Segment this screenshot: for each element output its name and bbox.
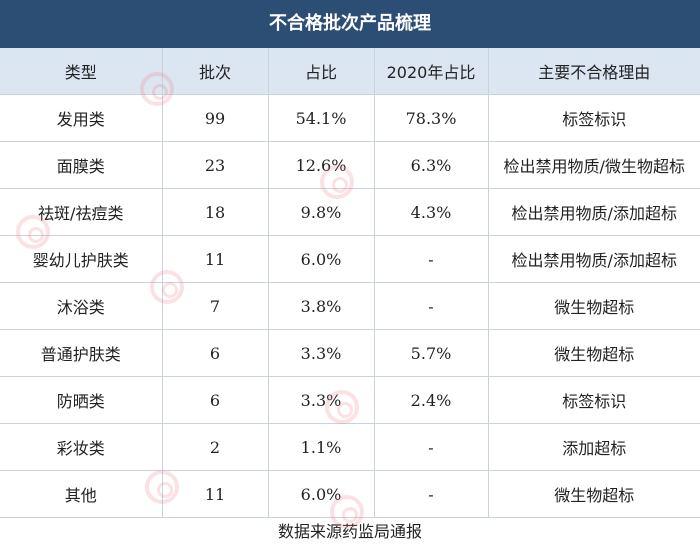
table-row: 沐浴类 7 3.8% - 微生物超标	[0, 282, 700, 330]
header-share-2020: 2020年占比	[373, 48, 488, 95]
header-batches: 批次	[161, 48, 268, 95]
cell-share-2020: 5.7%	[373, 329, 488, 377]
cell-type: 面膜类	[0, 141, 162, 189]
cell-batches: 99	[161, 94, 268, 142]
cell-share-2020: 4.3%	[373, 188, 488, 236]
cell-batches: 2	[161, 423, 268, 471]
cell-batches: 7	[161, 282, 268, 330]
table-row: 其他 11 6.0% - 微生物超标	[0, 470, 700, 518]
cell-batches: 6	[161, 376, 268, 424]
cell-type: 发用类	[0, 94, 162, 142]
cell-share: 3.3%	[267, 376, 374, 424]
cell-type: 防晒类	[0, 376, 162, 424]
cell-share: 1.1%	[267, 423, 374, 471]
table-row: 普通护肤类 6 3.3% 5.7% 微生物超标	[0, 329, 700, 377]
cell-batches: 11	[161, 470, 268, 518]
cell-share-2020: 6.3%	[373, 141, 488, 189]
cell-reason: 检出禁用物质/添加超标	[487, 235, 700, 283]
table-title: 不合格批次产品梳理	[0, 0, 700, 48]
cell-batches: 23	[161, 141, 268, 189]
cell-type: 沐浴类	[0, 282, 162, 330]
table-row: 防晒类 6 3.3% 2.4% 标签标识	[0, 376, 700, 424]
cell-share-2020: -	[373, 470, 488, 518]
cell-reason: 标签标识	[487, 376, 700, 424]
cell-batches: 6	[161, 329, 268, 377]
cell-share-2020: -	[373, 423, 488, 471]
source-note: 数据来源药监局通报	[277, 522, 422, 541]
header-reason: 主要不合格理由	[487, 48, 700, 95]
table-row: 彩妆类 2 1.1% - 添加超标	[0, 423, 700, 471]
cell-share: 3.8%	[267, 282, 374, 330]
cell-reason: 添加超标	[487, 423, 700, 471]
cell-reason: 检出禁用物质/微生物超标	[487, 141, 700, 189]
cell-share-2020: -	[373, 235, 488, 283]
cell-reason: 检出禁用物质/添加超标	[487, 188, 700, 236]
cell-share: 12.6%	[267, 141, 374, 189]
cell-reason: 微生物超标	[487, 470, 700, 518]
cell-type: 祛斑/祛痘类	[0, 188, 162, 236]
header-share: 占比	[267, 48, 374, 95]
cell-type: 彩妆类	[0, 423, 162, 471]
cell-type: 婴幼儿护肤类	[0, 235, 162, 283]
cell-share: 3.3%	[267, 329, 374, 377]
cell-reason: 标签标识	[487, 94, 700, 142]
cell-share: 6.0%	[267, 235, 374, 283]
cell-reason: 微生物超标	[487, 282, 700, 330]
table-row: 发用类 99 54.1% 78.3% 标签标识	[0, 94, 700, 142]
table-row: 祛斑/祛痘类 18 9.8% 4.3% 检出禁用物质/添加超标	[0, 188, 700, 236]
cell-share: 9.8%	[267, 188, 374, 236]
defective-batches-table: 类型 批次 占比 2020年占比 主要不合格理由 发用类 99 54.1% 78…	[0, 48, 700, 518]
header-row: 类型 批次 占比 2020年占比 主要不合格理由	[0, 48, 700, 95]
cell-type: 其他	[0, 470, 162, 518]
cell-share-2020: 78.3%	[373, 94, 488, 142]
cell-share-2020: -	[373, 282, 488, 330]
table-row: 婴幼儿护肤类 11 6.0% - 检出禁用物质/添加超标	[0, 235, 700, 283]
cell-share-2020: 2.4%	[373, 376, 488, 424]
cell-batches: 18	[161, 188, 268, 236]
cell-type: 普通护肤类	[0, 329, 162, 377]
cell-share: 54.1%	[267, 94, 374, 142]
table-row: 面膜类 23 12.6% 6.3% 检出禁用物质/微生物超标	[0, 141, 700, 189]
header-type: 类型	[0, 48, 162, 95]
cell-batches: 11	[161, 235, 268, 283]
cell-reason: 微生物超标	[487, 329, 700, 377]
cell-share: 6.0%	[267, 470, 374, 518]
